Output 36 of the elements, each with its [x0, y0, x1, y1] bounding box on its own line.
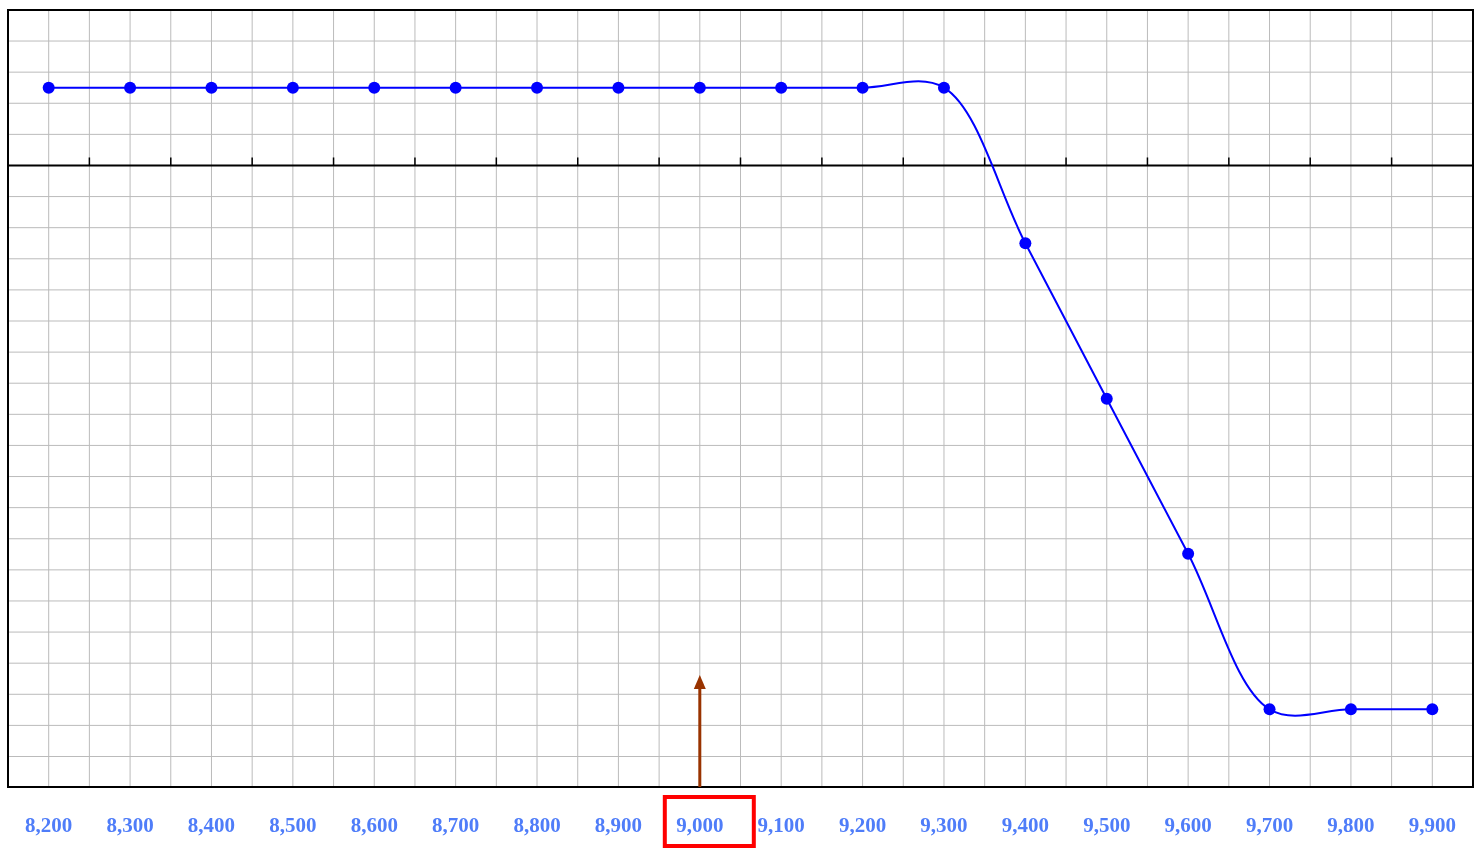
point [775, 81, 788, 94]
x-tick-label: 8,200 [25, 813, 73, 837]
x-tick-label: 8,400 [187, 813, 236, 837]
x-tick-label: 9,800 [1327, 813, 1375, 837]
point [1263, 703, 1276, 716]
x-tick-label: 9,900 [1408, 813, 1456, 837]
x-tick-label: 9,600 [1164, 813, 1212, 837]
x-tick-label: 9,500 [1083, 813, 1131, 837]
x-tick-label: 9,000 [676, 813, 724, 837]
x-tick-label: 9,100 [757, 813, 805, 837]
point [937, 81, 950, 94]
x-tick-label: 8,800 [513, 813, 561, 837]
point [856, 81, 869, 94]
x-tick-label: 8,700 [432, 813, 480, 837]
x-tick-label: 8,600 [350, 813, 398, 837]
point [42, 81, 55, 94]
point [1019, 237, 1032, 250]
point [368, 81, 381, 94]
point [612, 81, 625, 94]
x-tick-label: 9,700 [1245, 813, 1294, 837]
point [1182, 547, 1195, 560]
point [449, 81, 462, 94]
x-tick-label: 9,400 [1001, 813, 1049, 837]
point [693, 81, 706, 94]
point [1100, 392, 1113, 405]
x-tick-label: 9,200 [838, 813, 887, 837]
point [531, 81, 544, 94]
point [1426, 703, 1439, 716]
point [124, 81, 137, 94]
point [1344, 703, 1357, 716]
x-tick-label: 8,500 [269, 813, 317, 837]
x-tick-label: 8,300 [106, 813, 154, 837]
point [205, 81, 218, 94]
x-tick-label: 8,900 [594, 813, 643, 837]
x-tick-label: 9,300 [920, 813, 968, 837]
point [286, 81, 299, 94]
